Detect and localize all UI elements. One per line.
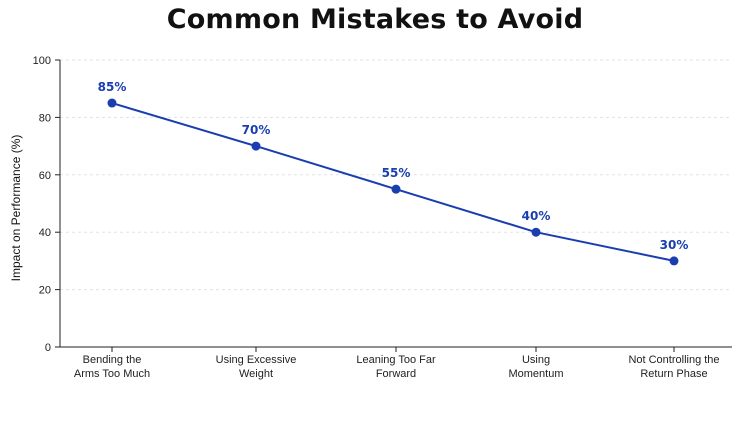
data-label: 70% [242, 123, 271, 137]
y-tick-label: 40 [39, 227, 51, 239]
y-tick-label: 60 [39, 170, 51, 182]
x-tick-label: Using Momentum [508, 354, 563, 380]
y-tick-labels: 0 20 40 60 80 100 [33, 55, 51, 354]
data-point [531, 227, 541, 237]
grid-lines [60, 59, 732, 291]
chart-title: Common Mistakes to Avoid [166, 4, 584, 35]
y-tick-label: 20 [39, 285, 51, 297]
series-line [111, 102, 675, 262]
series-polyline [111, 102, 675, 262]
x-tick-labels: Bending the Arms Too Much Using Excessive W… [74, 354, 720, 380]
x-tick-label: Bending the Arms Too Much [74, 354, 150, 380]
y-tick-label: 100 [33, 55, 51, 67]
data-point [251, 141, 261, 151]
data-points [107, 98, 679, 266]
y-axis-title: Impact on Performance (%) [9, 135, 23, 282]
axes [55, 59, 732, 352]
data-labels: 85% 70% 55% 40% 30% [98, 80, 689, 252]
x-tick-label: Using Excessive Weight [216, 354, 297, 380]
data-label: 85% [98, 80, 127, 94]
data-point [107, 98, 117, 108]
x-tick-label: Leaning Too Far Forward [356, 354, 436, 380]
y-tick-label: 80 [39, 112, 51, 124]
x-tick-label: Not Controlling the Return Phase [628, 354, 719, 380]
data-point [669, 256, 679, 266]
data-point [391, 184, 401, 194]
data-label: 55% [382, 166, 411, 180]
data-label: 40% [522, 209, 551, 223]
data-label: 30% [660, 238, 689, 252]
y-tick-label: 0 [45, 342, 51, 354]
